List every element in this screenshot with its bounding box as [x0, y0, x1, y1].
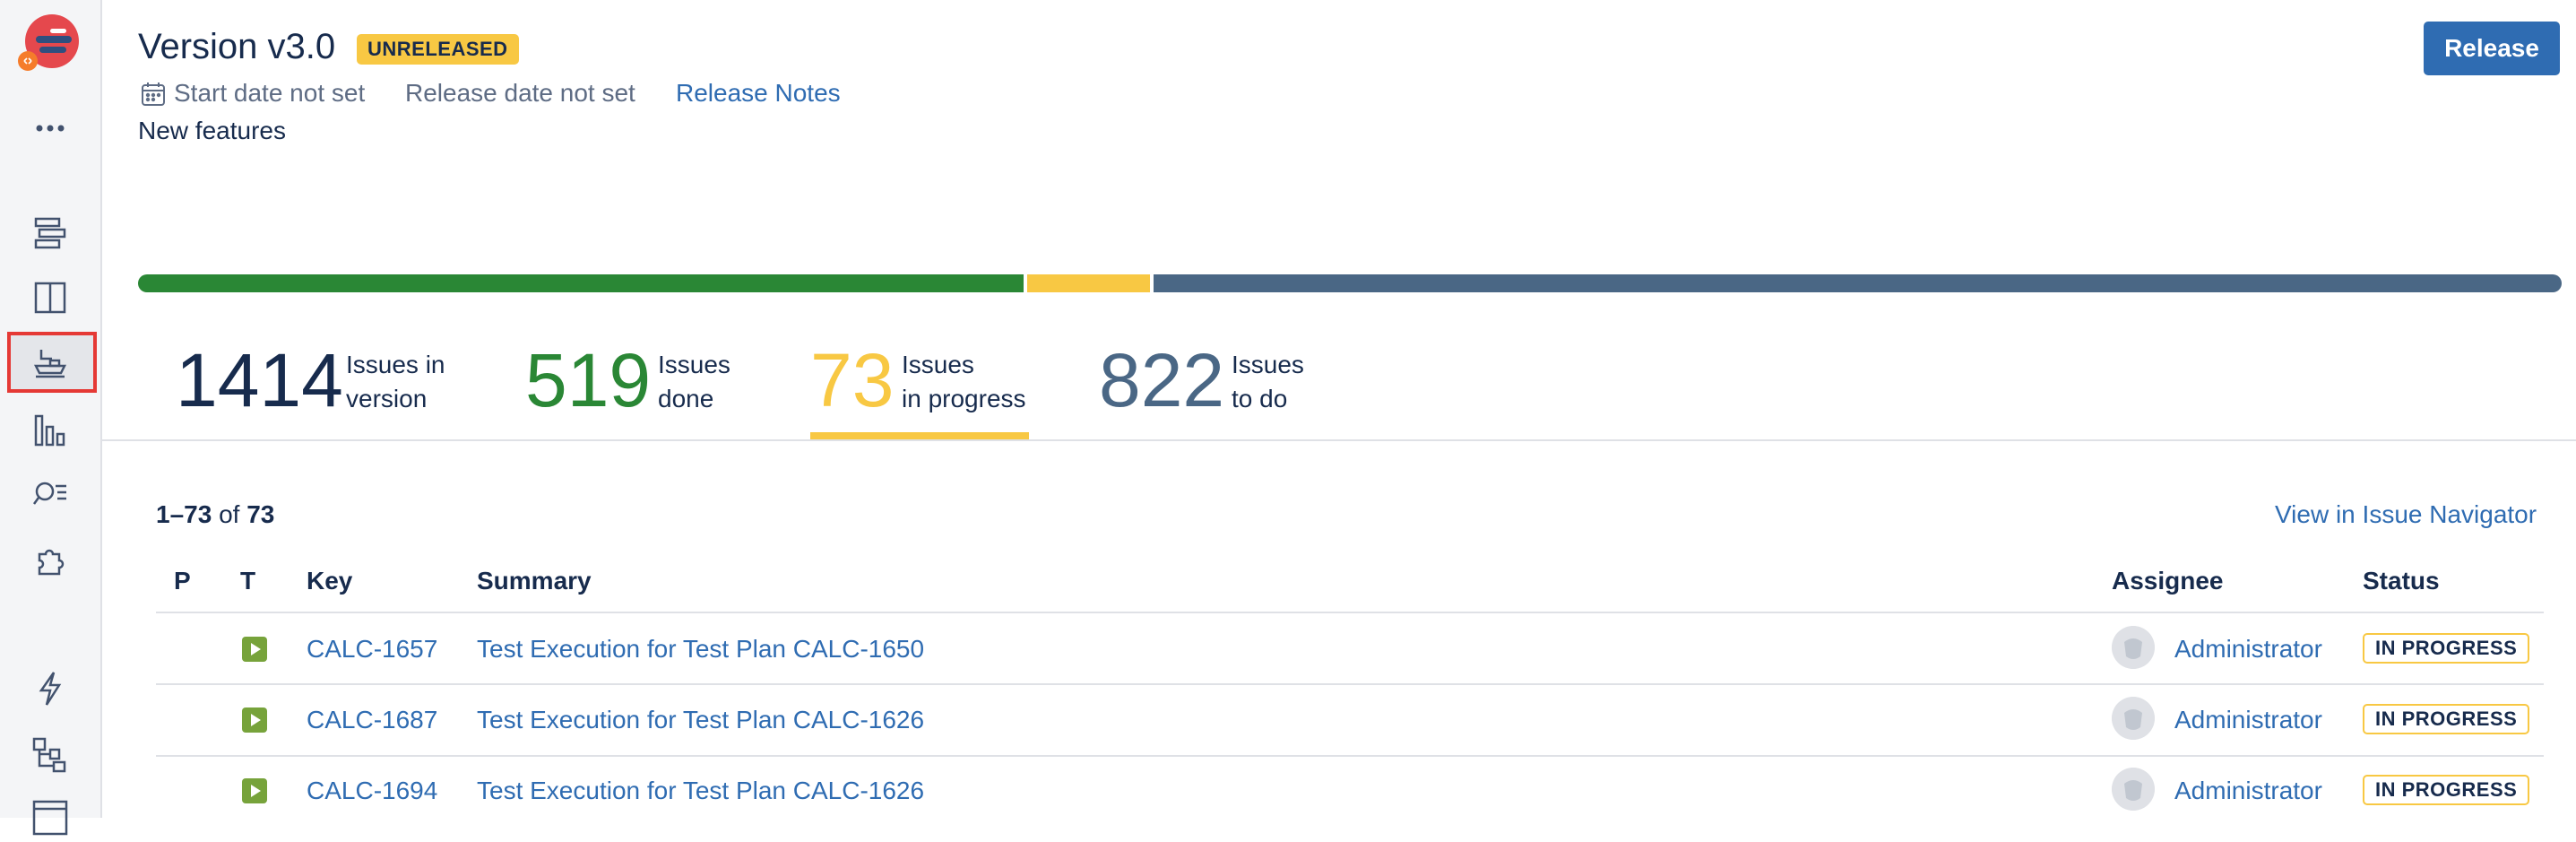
issue-summary-link[interactable]: Test Execution for Test Plan CALC-1626 [477, 706, 925, 733]
stats-divider [102, 439, 2576, 441]
board-icon[interactable] [30, 278, 70, 317]
stat-todo-label[interactable]: Issues to do [1232, 351, 1304, 412]
release-notes-link[interactable]: Release Notes [676, 79, 841, 107]
releases-nav-selected [7, 332, 97, 393]
test-execution-icon [242, 637, 267, 662]
progress-in-progress-segment [1027, 274, 1150, 292]
assignee-link[interactable]: Administrator [2174, 777, 2322, 804]
assignee-link[interactable]: Administrator [2174, 635, 2322, 663]
release-date: Release date not set [405, 79, 635, 107]
avatar [2112, 768, 2155, 811]
issue-count: 1–73 of 73 [156, 500, 275, 528]
pages-icon[interactable] [30, 798, 70, 838]
app-logo-icon[interactable] [18, 13, 81, 75]
status-badge: IN PROGRESS [2363, 633, 2530, 664]
backlog-icon[interactable] [30, 213, 70, 253]
status-badge: IN PROGRESS [2363, 775, 2530, 805]
reports-icon[interactable] [30, 411, 70, 450]
issue-key-link[interactable]: CALC-1694 [307, 777, 438, 804]
view-in-issue-navigator-link[interactable]: View in Issue Navigator [2275, 500, 2537, 528]
calendar-icon [140, 81, 167, 108]
stat-total-number[interactable]: 1414 [176, 338, 343, 422]
stat-total-label[interactable]: Issues in version [346, 351, 445, 412]
unreleased-badge: UNRELEASED [357, 34, 519, 65]
version-title: Version v3.0 [138, 27, 336, 66]
row-divider [156, 683, 2544, 685]
column-header-summary[interactable]: Summary [477, 567, 592, 595]
issue-summary-link[interactable]: Test Execution for Test Plan CALC-1626 [477, 777, 925, 804]
release-button[interactable]: Release [2424, 22, 2560, 75]
stat-in-progress-label[interactable]: Issues in progress [902, 351, 1026, 412]
avatar [2112, 626, 2155, 669]
stat-done-number[interactable]: 519 [525, 338, 652, 422]
test-execution-icon [242, 778, 267, 803]
progress-done-segment [138, 274, 1024, 292]
version-description: New features [138, 117, 286, 144]
stat-in-progress-number[interactable]: 73 [810, 338, 895, 422]
issue-key-link[interactable]: CALC-1657 [307, 635, 438, 663]
row-divider [156, 755, 2544, 757]
automation-icon[interactable] [30, 669, 70, 708]
column-header-status[interactable]: Status [2363, 567, 2440, 595]
selected-stat-underline [810, 432, 1029, 439]
issue-summary-link[interactable]: Test Execution for Test Plan CALC-1650 [477, 635, 925, 663]
issue-key-link[interactable]: CALC-1687 [307, 706, 438, 733]
releases-icon[interactable] [30, 343, 70, 382]
stat-done-label[interactable]: Issues done [658, 351, 730, 412]
column-header-key[interactable]: Key [307, 567, 353, 595]
avatar [2112, 697, 2155, 740]
assignee-link[interactable]: Administrator [2174, 706, 2322, 733]
project-sidebar [0, 0, 102, 836]
start-date: Start date not set [174, 79, 366, 107]
add-ons-icon[interactable] [30, 542, 70, 581]
more-icon[interactable] [32, 115, 68, 142]
table-header-divider [156, 612, 2544, 613]
column-header-assignee[interactable]: Assignee [2112, 567, 2224, 595]
progress-todo-segment [1154, 274, 2562, 292]
column-header-priority[interactable]: P [174, 567, 191, 595]
issues-search-icon[interactable] [30, 475, 70, 515]
status-badge: IN PROGRESS [2363, 704, 2530, 734]
test-execution-icon [242, 707, 267, 733]
column-header-type[interactable]: T [240, 567, 256, 595]
components-icon[interactable] [30, 735, 70, 775]
stat-todo-number[interactable]: 822 [1099, 338, 1225, 422]
